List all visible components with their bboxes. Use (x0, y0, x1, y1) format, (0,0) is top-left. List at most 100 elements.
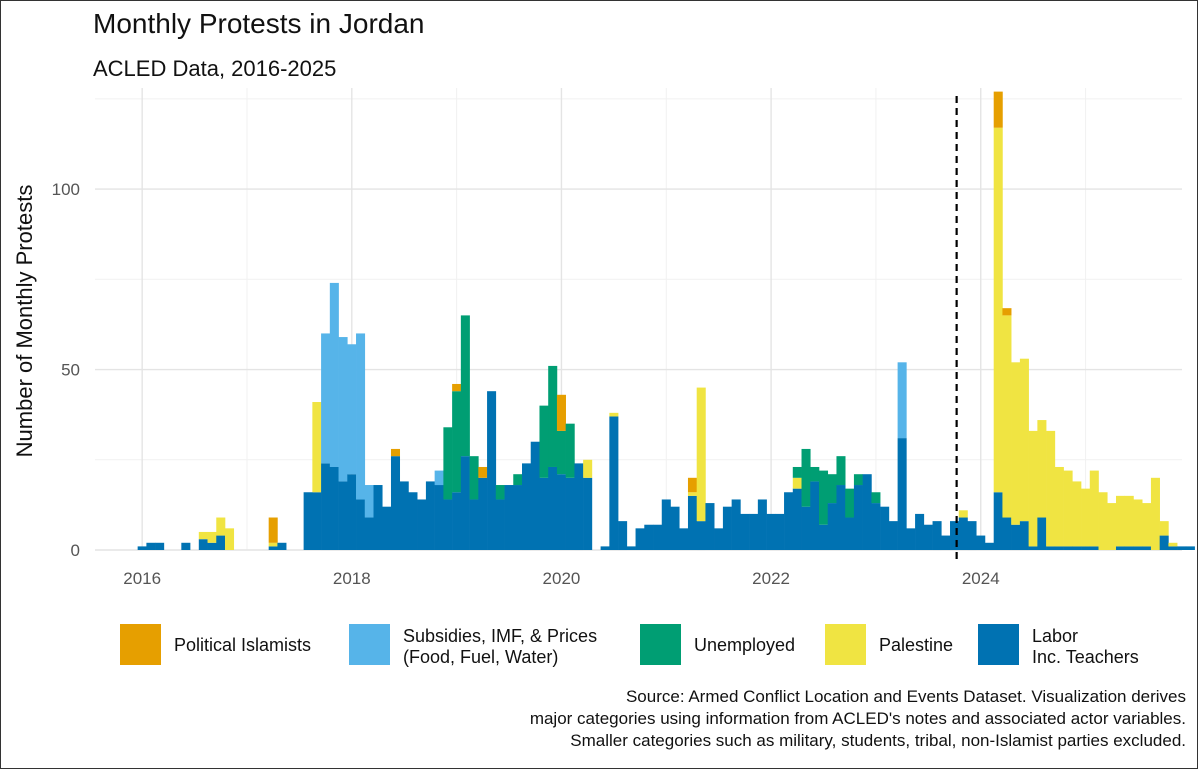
bar-segment (155, 542, 165, 550)
bar-segment (687, 492, 698, 496)
bar-segment (1089, 546, 1099, 550)
bar-segment (993, 127, 1003, 493)
bar-segment (443, 499, 453, 550)
bar-segment (1028, 546, 1038, 550)
source-note: Source: Armed Conflict Location and Even… (530, 686, 1186, 752)
bar-segment (1124, 546, 1134, 550)
bar-segment (321, 333, 331, 464)
bar-segment (1150, 477, 1160, 550)
bar-segment (390, 456, 401, 550)
bar-segment (460, 315, 470, 457)
bar-segment (478, 477, 488, 550)
bar-segment (583, 477, 593, 550)
bar-segment (853, 474, 863, 486)
bar-segment (1124, 495, 1134, 547)
bar-segment (434, 470, 444, 486)
bar-segment (862, 474, 872, 550)
legend-label-labor: Labor Inc. Teachers (1032, 626, 1139, 668)
bar-segment (880, 506, 890, 550)
bar-segment (941, 535, 951, 550)
bar-segment (1177, 546, 1187, 550)
legend-label-labor-line1: Labor (1032, 626, 1079, 646)
bar-segment (661, 499, 671, 550)
bar-segment (976, 535, 986, 550)
bar-segment (417, 499, 427, 550)
bar-segment (1089, 470, 1099, 547)
bar-segment (906, 528, 916, 550)
bar-segment (705, 503, 715, 550)
bar-segment (1028, 430, 1038, 547)
bar-segment (818, 470, 829, 525)
legend-swatch-subsidies (349, 624, 390, 665)
bar-segment (452, 391, 462, 493)
bar-segment (731, 499, 741, 550)
bar-segment (1098, 492, 1108, 550)
bar-segment (696, 387, 706, 522)
bar-segment (1185, 546, 1195, 550)
legend-label-palestine: Palestine (879, 635, 954, 655)
bar-segment (434, 485, 444, 550)
bar-segment (871, 492, 881, 504)
bar-segment (216, 535, 226, 550)
x-tick-label-2024: 2024 (962, 569, 1000, 588)
bar-segment (382, 506, 392, 550)
bar-segment (915, 513, 925, 550)
bar-segment (548, 365, 558, 467)
bar-segment (722, 506, 732, 550)
bar-segment (364, 485, 374, 518)
bar-segment (801, 506, 811, 550)
bar-segment (312, 402, 322, 493)
bar-segment (565, 477, 575, 550)
bar-segment (766, 513, 776, 550)
bar-segment (513, 474, 523, 486)
bar-segment (1019, 358, 1029, 522)
bar-segment (984, 542, 994, 550)
bar-segment (967, 521, 977, 551)
bar-segment (626, 546, 636, 550)
bar-segment (609, 416, 619, 550)
bar-segment (810, 466, 820, 482)
bar-segment (460, 456, 470, 550)
bar-segment (714, 528, 724, 550)
bar-segment (950, 521, 960, 551)
bar-segment (775, 513, 785, 550)
bar-segment (504, 485, 514, 550)
bar-segment (853, 485, 863, 550)
bar-segment (932, 521, 942, 551)
bar-segment (207, 542, 217, 550)
bar-segment (373, 485, 383, 550)
x-tick-label-2022: 2022 (752, 569, 790, 588)
bar-segment (818, 524, 829, 550)
bar-segment (1133, 499, 1143, 547)
legend-label-subsidies: Subsidies, IMF, & Prices (Food, Fuel, Wa… (403, 626, 597, 668)
bar-segment (556, 394, 566, 431)
bar-segment (268, 542, 278, 547)
bar-segment (897, 438, 907, 550)
bar-segment (548, 466, 558, 550)
bar-segment (539, 405, 549, 478)
bar-segment (513, 485, 523, 550)
bar-segment (1037, 517, 1047, 550)
bar-segment (207, 531, 217, 543)
bar-segment (329, 466, 339, 550)
bar-segment (225, 528, 235, 550)
legend-label-labor-line2: Inc. Teachers (1032, 647, 1139, 667)
bar-segment (181, 542, 191, 550)
bar-segment (993, 492, 1003, 550)
stacked-bar-chart: 0 50 100 2016 2018 2020 2022 2024 (52, 88, 1195, 588)
bar-segment (137, 546, 147, 550)
bar-segment (600, 546, 610, 550)
bar-segment (487, 391, 497, 550)
bar-segment (1002, 517, 1012, 550)
y-tick-label-100: 100 (52, 180, 80, 199)
legend-swatch-unemployed (640, 624, 681, 665)
bar-segment (1054, 546, 1064, 550)
bar-segment (1002, 315, 1012, 518)
bar-segment (495, 485, 505, 500)
source-line-1: Source: Armed Conflict Location and Even… (625, 687, 1186, 706)
bar-segment (1159, 521, 1169, 536)
bar-segment (1072, 546, 1082, 550)
bar-segment (408, 492, 418, 550)
bar-segment (670, 506, 680, 550)
x-tick-label-2020: 2020 (543, 569, 581, 588)
